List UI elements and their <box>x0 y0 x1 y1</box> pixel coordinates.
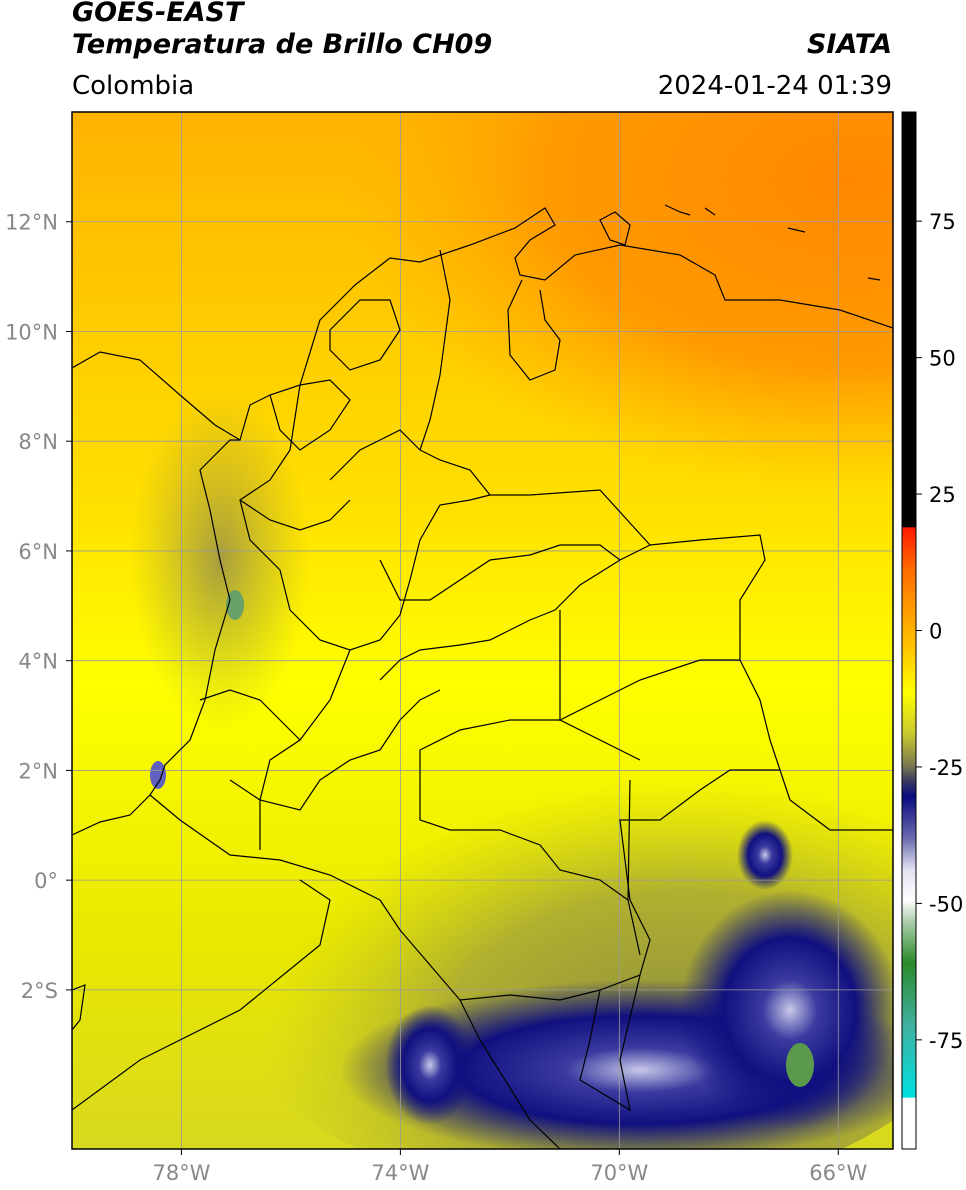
colorbar-tick-label: 25 <box>929 483 956 507</box>
lon-tick-label: 78°W <box>152 1161 210 1185</box>
lat-tick-label: 0° <box>34 869 58 893</box>
lat-tick-label: 12°N <box>5 211 58 235</box>
graticule <box>72 112 893 1149</box>
satellite-imagery <box>72 112 893 1149</box>
lon-tick-label: 74°W <box>371 1161 429 1185</box>
region-label: Colombia <box>72 71 195 101</box>
lat-tick-label: 6°N <box>18 540 58 564</box>
colorbar-tick-label: -25 <box>929 756 963 780</box>
org-label: SIATA <box>806 29 892 60</box>
colorbar <box>901 111 917 1150</box>
colorbar-tick-label: -75 <box>929 1029 963 1053</box>
lat-tick-label: 2°N <box>18 759 58 783</box>
colorbar-tick-label: -50 <box>929 892 963 916</box>
colorbar-tick-label: 75 <box>929 210 956 234</box>
lon-tick-label: 70°W <box>590 1161 648 1185</box>
lat-tick-label: 10°N <box>5 320 58 344</box>
map-frame <box>71 111 894 1150</box>
title-satellite: GOES-EAST <box>72 0 244 28</box>
lat-tick-label: 4°N <box>18 650 58 674</box>
latitude-tick-labels: 12°N 10°N 8°N 6°N 4°N 2°N 0° 2°S <box>5 211 72 1003</box>
title-product: Temperatura de Brillo CH09 <box>72 29 493 60</box>
colorbar-tick-label: 0 <box>929 620 942 644</box>
lon-tick-label: 66°W <box>809 1161 867 1185</box>
lat-tick-label: 2°S <box>21 979 58 1003</box>
colorbar-tick-label: 50 <box>929 347 956 371</box>
boundaries <box>72 204 893 1149</box>
timestamp-label: 2024-01-24 01:39 <box>657 71 892 101</box>
lat-tick-label: 8°N <box>18 430 58 454</box>
colorbar-ticks: 75 50 25 0 -25 -50 -75 <box>916 210 963 1053</box>
longitude-tick-labels: 78°W 74°W 70°W 66°W <box>152 1149 867 1185</box>
